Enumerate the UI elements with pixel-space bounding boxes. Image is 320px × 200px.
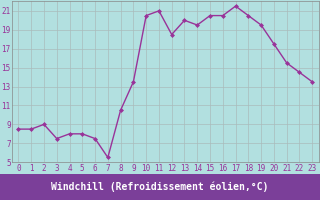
Text: Windchill (Refroidissement éolien,°C): Windchill (Refroidissement éolien,°C) — [51, 182, 269, 192]
